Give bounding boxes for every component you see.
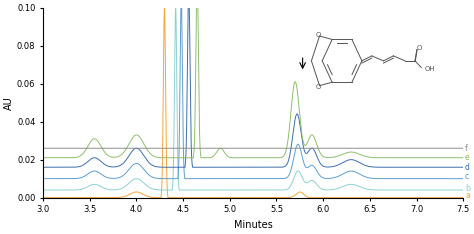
Text: b: b <box>465 184 470 193</box>
Text: d: d <box>465 163 470 172</box>
Text: OH: OH <box>425 66 436 72</box>
Text: O: O <box>316 84 321 90</box>
Text: f: f <box>465 144 468 153</box>
Text: O: O <box>316 32 321 38</box>
Text: e: e <box>465 153 470 162</box>
Text: a: a <box>465 191 470 200</box>
Text: c: c <box>465 172 469 181</box>
Y-axis label: AU: AU <box>4 96 14 110</box>
X-axis label: Minutes: Minutes <box>234 220 273 230</box>
Text: O: O <box>416 45 422 51</box>
